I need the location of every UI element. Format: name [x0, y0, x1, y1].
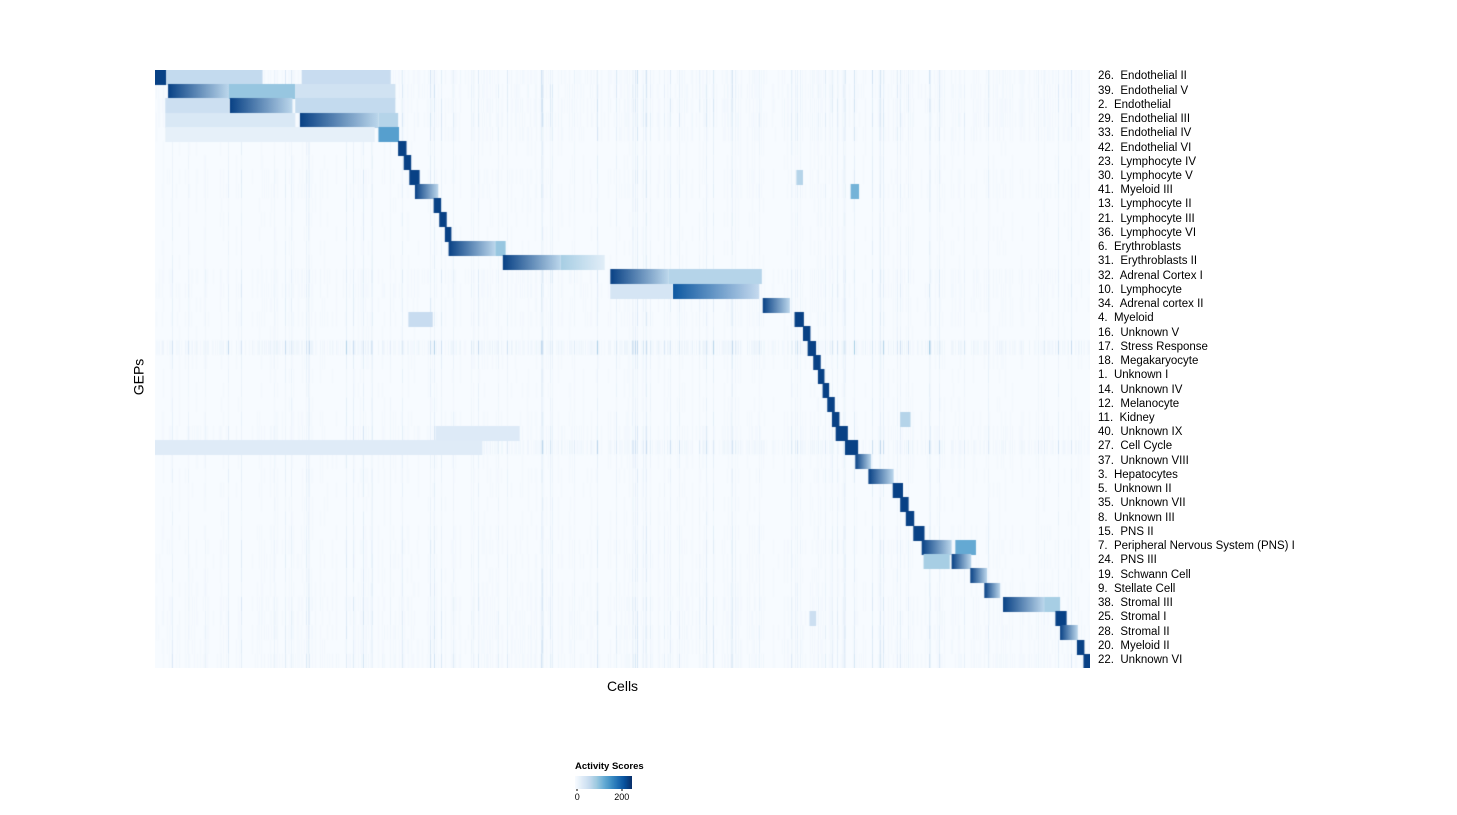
legend-gradient-canvas: [575, 776, 632, 789]
row-label: 37. Unknown VIII: [1098, 454, 1189, 467]
row-label: 26. Endothelial II: [1098, 70, 1187, 83]
legend-tick-max: 200: [614, 792, 630, 802]
row-label: 11. Kidney: [1098, 411, 1155, 424]
heatmap-canvas: [155, 70, 1090, 668]
row-label: 24. PNS III: [1098, 554, 1157, 567]
legend-tick-min: 0: [574, 792, 580, 802]
plot-area: [155, 70, 1090, 668]
row-label: 16. Unknown V: [1098, 326, 1180, 339]
row-label: 19. Schwann Cell: [1098, 568, 1191, 581]
row-label: 10. Lymphocyte: [1098, 283, 1182, 296]
x-axis-label: Cells: [606, 678, 639, 694]
row-label: 34. Adrenal cortex II: [1098, 298, 1204, 311]
row-label: 35. Unknown VII: [1098, 497, 1186, 510]
legend: Activity Scores 0 200: [575, 761, 695, 803]
row-label: 2. Endothelial: [1098, 98, 1171, 111]
row-label: 36. Lymphocyte VI: [1098, 226, 1197, 239]
row-label: 3. Hepatocytes: [1098, 468, 1178, 481]
legend-tick-mark-min: [576, 789, 578, 791]
row-labels: 26. Endothelial II 39. Endothelial V 2. En…: [1098, 70, 1453, 668]
legend-ticks: 0 200: [575, 789, 632, 803]
row-label: 38. Stromal III: [1098, 597, 1173, 610]
row-label: 25. Stromal I: [1098, 611, 1167, 624]
row-label: 17. Stress Response: [1098, 340, 1208, 353]
row-label: 22. Unknown VI: [1098, 653, 1183, 666]
legend-title: Activity Scores: [575, 761, 644, 772]
row-label: 23. Lymphocyte IV: [1098, 155, 1197, 168]
row-label: 15. PNS II: [1098, 525, 1154, 538]
row-label: 21. Lymphocyte III: [1098, 212, 1195, 225]
legend-tick-mark-max: [621, 789, 623, 791]
row-label: 30. Lymphocyte V: [1098, 170, 1193, 182]
row-label: 20. Myeloid II: [1098, 639, 1170, 652]
row-label: 5. Unknown II: [1098, 483, 1172, 496]
row-label: 27. Cell Cycle: [1098, 440, 1173, 453]
row-label: 32. Adrenal Cortex I: [1098, 269, 1203, 282]
row-label: 18. Megakaryocyte: [1098, 355, 1199, 368]
row-label: 9. Stellate Cell: [1098, 582, 1176, 595]
row-label: 41. Myeloid III: [1098, 184, 1173, 197]
y-axis-label: GEPs: [130, 358, 147, 396]
row-label: 31. Erythroblasts II: [1098, 255, 1198, 268]
row-label: 12. Melanocyte: [1098, 397, 1180, 410]
row-label: 1. Unknown I: [1098, 369, 1169, 382]
row-label: 8. Unknown III: [1098, 511, 1175, 524]
row-label: 42. Endothelial VI: [1098, 141, 1192, 154]
row-label: 39. Endothelial V: [1098, 84, 1189, 97]
row-label: 13. Lymphocyte II: [1098, 198, 1192, 211]
row-label: 33. Endothelial IV: [1098, 127, 1192, 140]
row-label: 29. Endothelial III: [1098, 113, 1191, 126]
row-label: 40. Unknown IX: [1098, 426, 1183, 439]
row-label: 14. Unknown IV: [1098, 383, 1183, 396]
row-label: 6. Erythroblasts: [1098, 241, 1182, 254]
row-label: 4. Myeloid: [1098, 312, 1154, 325]
row-label: 28. Stromal II: [1098, 625, 1170, 638]
row-label: 7. Peripheral Nervous System (PNS) I: [1098, 540, 1295, 553]
